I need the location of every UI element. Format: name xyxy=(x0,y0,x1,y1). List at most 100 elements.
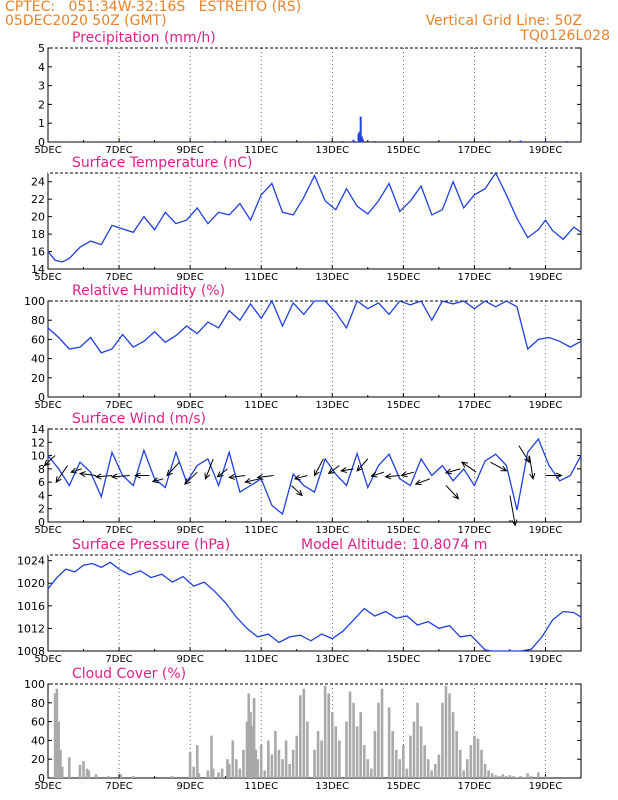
wind-arrow-head xyxy=(524,456,531,464)
panel-6-ytick-label: 0 xyxy=(38,772,45,785)
panel-5-ytick-label: 1008 xyxy=(17,645,45,658)
cloud-bar xyxy=(391,731,394,778)
precip-bar xyxy=(214,141,217,142)
cloud-bar xyxy=(451,712,455,778)
panel-4-ytick-label: 6 xyxy=(38,476,45,489)
cloud-bar xyxy=(249,712,252,778)
wind-arrow-head xyxy=(327,467,335,475)
panel-6-ytick-label: 40 xyxy=(31,734,45,747)
wind-arrow-head xyxy=(166,469,173,477)
panel-4-title: Surface Wind (m/s) xyxy=(72,411,206,427)
panel-3-xtick-label: 13DEC xyxy=(315,400,349,411)
cloud-bar xyxy=(327,693,331,778)
cloud-bar xyxy=(195,745,199,778)
cloud-bar xyxy=(288,763,291,778)
panel-2-xtick-label: 13DEC xyxy=(315,272,349,283)
cloud-bar xyxy=(188,751,192,778)
cloud-bar xyxy=(377,702,380,778)
precip-bar xyxy=(263,141,266,142)
wind-arrow-head xyxy=(216,471,224,478)
panel-3-ytick-label: 20 xyxy=(31,372,45,385)
wind-arrow xyxy=(111,475,130,478)
cloud-bar xyxy=(60,766,64,778)
wind-arrow xyxy=(528,455,534,479)
cloud-bar xyxy=(348,691,352,778)
cloud-bar xyxy=(252,698,256,778)
cloud-bar xyxy=(291,749,295,778)
cloud-bar xyxy=(355,726,359,778)
cloud-bar xyxy=(426,759,430,778)
precip-bar xyxy=(358,131,361,142)
panel-3-xtick-label: 11DEC xyxy=(244,400,278,411)
cloud-bar xyxy=(211,768,215,778)
panel-1-xtick-label: 17DEC xyxy=(458,145,492,156)
panel-1-xtick-label: 13DEC xyxy=(315,145,349,156)
cloud-bar xyxy=(476,738,480,778)
cloud-bar xyxy=(434,763,437,778)
wind-arrow-head xyxy=(414,479,422,486)
wind-arrow-head xyxy=(313,469,320,477)
wind-arrow xyxy=(291,485,303,496)
wind-arrow-head xyxy=(384,473,392,480)
panel-1-xtick-label: 19DEC xyxy=(529,145,563,156)
wind-arrow xyxy=(166,461,180,476)
panel-4-xtick-label: 19DEC xyxy=(529,525,563,536)
precip-bar xyxy=(373,141,376,142)
precip-bar xyxy=(68,141,71,142)
panel-4-ytick-label: 2 xyxy=(38,503,45,516)
wind-arrow-head xyxy=(444,468,452,475)
panel-3-xtick-label: 15DEC xyxy=(386,400,420,411)
cloud-bar xyxy=(306,721,309,778)
wind-arrow-head xyxy=(204,472,211,480)
cloud-bar xyxy=(259,745,263,778)
panel-5-ytick-label: 1024 xyxy=(17,555,45,568)
cloud-bar xyxy=(448,693,451,778)
wind-arrow-head xyxy=(151,477,159,484)
station-header: CPTEC: 051:34W-32:16S ESTREITO (RS) xyxy=(5,0,302,15)
cloud-bar xyxy=(380,688,384,778)
panel-6-xtick-label: 7DEC xyxy=(105,781,132,792)
panel-5-xtick-label: 9DEC xyxy=(176,654,203,665)
precip-bar xyxy=(359,116,362,142)
wind-arrow-head xyxy=(43,459,51,467)
cloud-bar xyxy=(394,749,398,778)
wind-arrow xyxy=(490,461,507,472)
wind-arrow xyxy=(257,475,274,478)
cloud-bar xyxy=(423,745,426,778)
panel-1-title: Precipitation (mm/h) xyxy=(72,30,216,46)
panel-6-ytick-label: 80 xyxy=(31,697,45,710)
panel-5-series-line xyxy=(47,561,582,652)
panel-3-xtick-label: 9DEC xyxy=(176,400,203,411)
cloud-bar xyxy=(373,731,377,778)
cloud-bar xyxy=(242,749,245,778)
panel-1-ytick-label: 3 xyxy=(38,80,45,93)
wind-arrow-head xyxy=(296,489,303,497)
cloud-bar xyxy=(505,776,508,778)
cloud-bar xyxy=(226,759,229,778)
wind-arrow-head xyxy=(183,478,191,485)
cloud-bar xyxy=(231,740,235,778)
panel-2-title: Surface Temperature (nC) xyxy=(72,155,253,171)
panel-4-xtick-label: 7DEC xyxy=(105,525,132,536)
wind-arrow-head xyxy=(555,472,563,479)
panel-3-xtick-label: 7DEC xyxy=(105,400,132,411)
panel-5-xtick-label: 5DEC xyxy=(34,654,61,665)
panel-6-xtick-label: 9DEC xyxy=(176,781,203,792)
panel-5-xtick-label: 19DEC xyxy=(529,654,563,665)
cloud-bar xyxy=(263,770,267,778)
wind-arrow xyxy=(70,468,82,473)
precip-bar xyxy=(360,136,363,142)
cloud-bar xyxy=(330,712,334,778)
cloud-bar xyxy=(362,745,366,778)
wind-arrow xyxy=(445,485,459,500)
cloud-bar xyxy=(302,688,306,778)
panel-4-ytick-label: 8 xyxy=(38,463,45,476)
cloud-bar xyxy=(480,749,483,778)
cloud-bar xyxy=(512,776,515,778)
wind-arrow xyxy=(385,475,400,478)
cloud-bar xyxy=(537,772,540,778)
cloud-bar xyxy=(267,740,270,778)
precip-bar xyxy=(93,141,96,142)
wind-arrow xyxy=(245,478,260,483)
cloud-bar xyxy=(94,774,98,778)
